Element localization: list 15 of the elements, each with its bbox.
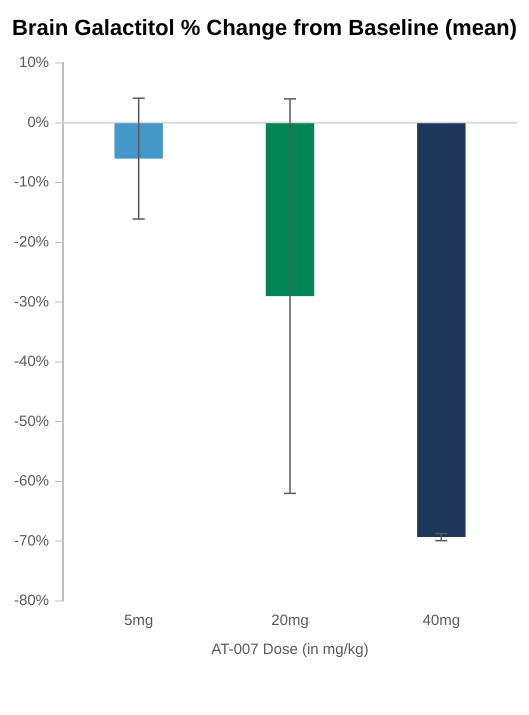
x-tick-label: 40mg (422, 612, 460, 630)
y-tick-label: 0% (27, 114, 50, 131)
y-tick-label: -50% (14, 412, 50, 430)
x-axis-title: AT-007 Dose (in mg/kg) (211, 641, 369, 658)
y-tick-label: -70% (14, 532, 50, 550)
y-tick-label: -30% (14, 293, 50, 310)
chart-title: Brain Galactitol % Change from Baseline (mean) (11, 14, 518, 42)
x-tick-label: 20mg (271, 612, 309, 630)
y-tick-label: -80% (14, 592, 50, 610)
y-tick-label: -40% (14, 353, 50, 370)
y-tick-label: -10% (14, 174, 50, 191)
x-tick-label: 5mg (124, 612, 154, 630)
y-tick-label: -20% (14, 233, 50, 250)
y-tick-label: 10% (18, 54, 50, 72)
y-tick-label: -60% (14, 472, 50, 490)
